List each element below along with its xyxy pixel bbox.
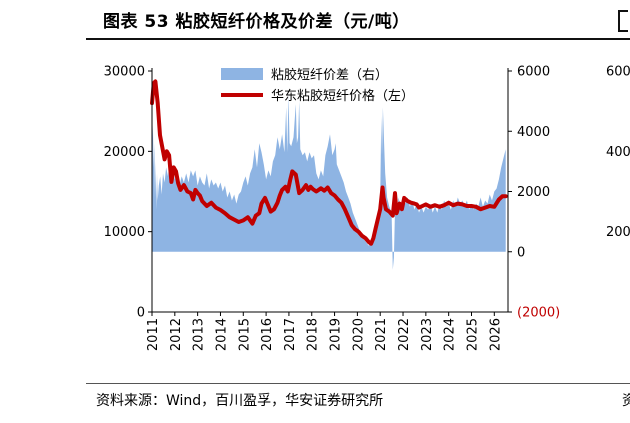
- spread-area-layer: [152, 95, 506, 270]
- page-title: 图表 53 粘胶短纤价格及价差（元/吨）: [103, 12, 410, 32]
- series-spread-area: [152, 95, 506, 270]
- left-tick-label: 10000: [104, 225, 145, 240]
- axes-layer: 0 10000 20000 30000 (2000) 0 2000 4000 6000 2011 2…: [104, 65, 561, 352]
- left-tick-label: 0: [137, 306, 145, 321]
- x-tick-label: 2014: [214, 318, 229, 351]
- x-tick-label: 2012: [169, 318, 184, 351]
- adjacent-chart-ticks: 6000 4000 2000: [606, 65, 630, 241]
- series-price-line: [150, 79, 508, 246]
- legend-label-line: 华东粘胶短纤价格（左）: [271, 88, 414, 104]
- title-rule: [86, 38, 630, 40]
- right-tick-label: 4000: [517, 125, 550, 140]
- right-tick-label: 0: [517, 245, 525, 260]
- left-tick-label: 20000: [104, 145, 145, 160]
- legend-swatch-area: [221, 68, 263, 80]
- adjacent-tick-label: 4000: [606, 145, 630, 160]
- x-tick-label: 2017: [283, 318, 298, 351]
- footer-rule: [86, 383, 630, 384]
- x-tick-label: 2016: [260, 318, 275, 351]
- right-tick-label: 6000: [517, 65, 550, 80]
- adjacent-tick-label: 6000: [606, 65, 630, 80]
- legend: 粘胶短纤价差（右） 华东粘胶短纤价格（左）: [221, 67, 414, 104]
- x-tick-label: 2026: [488, 318, 503, 351]
- adjacent-source-mark: 资: [622, 393, 630, 409]
- x-tick-label: 2021: [374, 318, 389, 351]
- x-tick-label: 2015: [237, 318, 252, 351]
- x-tick-label: 2018: [306, 318, 321, 351]
- x-tick-label: 2025: [465, 318, 480, 351]
- legend-label-area: 粘胶短纤价差（右）: [271, 67, 388, 83]
- x-tick-label: 2024: [443, 318, 458, 351]
- x-tick-label: 2022: [397, 318, 412, 351]
- x-tick-label: 2020: [351, 318, 366, 351]
- x-tick-label: 2019: [329, 318, 344, 351]
- x-tick-label: 2011: [146, 318, 161, 351]
- source-note: 资料来源：Wind，百川盈孚，华安证券研究所: [96, 393, 384, 409]
- adjacent-figure-edge: [618, 10, 628, 32]
- left-tick-label: 30000: [104, 65, 145, 80]
- price-line-layer: [150, 79, 508, 246]
- right-tick-label: (2000): [517, 306, 560, 321]
- right-tick-label: 2000: [517, 185, 550, 200]
- adjacent-tick-label: 2000: [606, 225, 630, 240]
- x-tick-label: 2023: [420, 318, 435, 351]
- x-tick-label: 2013: [192, 318, 207, 351]
